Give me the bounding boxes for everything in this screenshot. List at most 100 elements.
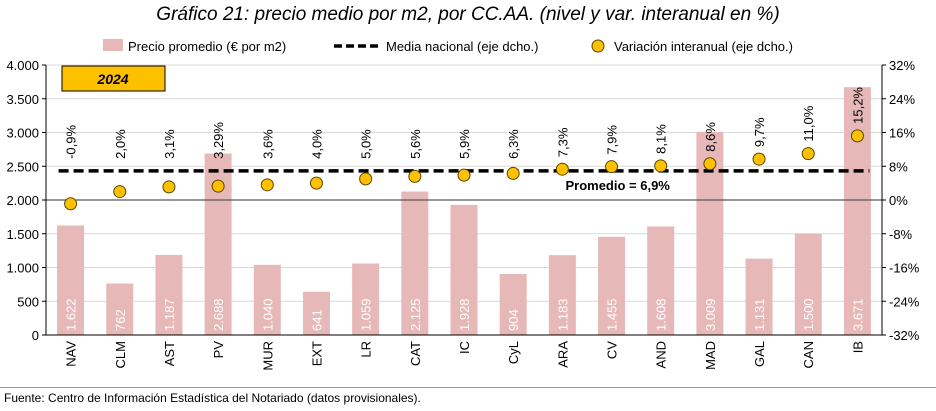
variation-point	[113, 185, 127, 199]
source-note: Fuente: Centro de Información Estadístic…	[4, 391, 421, 405]
year-badge-label: 2024	[96, 71, 128, 87]
variation-point	[162, 180, 176, 194]
variation-label: 3,29%	[211, 122, 226, 159]
category-label: AND	[654, 341, 669, 368]
variation-label: 4,0%	[309, 129, 324, 159]
bar-value-label: 1.608	[654, 298, 669, 331]
y2-tick-label: 24%	[889, 92, 915, 107]
variation-point	[309, 176, 323, 190]
y-tick-label: 3.500	[6, 92, 39, 107]
y-tick-label: 4.000	[6, 58, 39, 73]
category-label: CV	[605, 341, 620, 359]
y-tick-label: 3.000	[6, 126, 39, 141]
y2-tick-label: 0%	[889, 193, 908, 208]
bar-value-label: 1.622	[64, 298, 79, 331]
variation-point	[260, 178, 274, 192]
bar	[352, 263, 380, 335]
variation-label: 9,7%	[752, 117, 767, 147]
category-label: CyL	[506, 341, 521, 364]
bar-value-label: 762	[113, 309, 128, 331]
variation-point	[211, 179, 225, 193]
y-tick-label: 1.000	[6, 261, 39, 276]
mean-annotation: Promedio = 6,9%	[565, 178, 670, 193]
category-label: IB	[850, 341, 865, 353]
category-label: MUR	[260, 341, 275, 371]
bar	[745, 258, 773, 335]
bar-value-label: 1.059	[359, 298, 374, 331]
category-label: EXT	[309, 341, 324, 366]
variation-point	[408, 169, 422, 183]
bar	[794, 233, 822, 335]
y2-tick-label: -32%	[889, 328, 920, 343]
bar-value-label: 1.040	[260, 298, 275, 331]
variation-label: 5,0%	[359, 129, 374, 159]
bar-value-label: 1.500	[801, 298, 816, 331]
bar-value-label: 1.928	[457, 298, 472, 331]
legend-point-label: Variación interanual (eje dcho.)	[614, 39, 793, 54]
category-label: CAT	[408, 341, 423, 366]
variation-point	[359, 172, 373, 186]
y2-tick-label: 32%	[889, 58, 915, 73]
y-tick-label: 0	[32, 328, 39, 343]
bar-value-label: 904	[506, 309, 521, 331]
category-label: ARA	[555, 341, 570, 368]
bar	[499, 273, 527, 335]
y2-tick-label: -24%	[889, 294, 920, 309]
bar	[155, 254, 183, 335]
y2-tick-label: 8%	[889, 159, 908, 174]
variation-point	[64, 197, 78, 211]
footer-divider	[0, 387, 936, 388]
variation-point	[654, 159, 668, 173]
variation-label: 7,3%	[555, 127, 570, 157]
y-tick-label: 1.500	[6, 227, 39, 242]
variation-label: 8,6%	[703, 122, 718, 152]
category-label: AST	[162, 341, 177, 366]
variation-point	[555, 162, 569, 176]
category-label: CLM	[113, 341, 128, 368]
year-badge	[61, 65, 166, 92]
variation-label: 5,9%	[457, 129, 472, 159]
bar-value-label: 1.455	[605, 298, 620, 331]
y-tick-label: 500	[17, 294, 39, 309]
legend-bar-label: Precio promedio (€ por m2)	[128, 39, 286, 54]
variation-label: 15,2%	[850, 87, 865, 124]
bar-value-label: 641	[309, 309, 324, 331]
bar-value-label: 2.688	[211, 298, 226, 331]
category-label: PV	[211, 341, 226, 359]
y2-tick-label: -8%	[889, 227, 913, 242]
bar	[106, 283, 134, 335]
variation-label: 11,0%	[801, 105, 816, 141]
category-label: IC	[457, 341, 472, 354]
variation-label: 2,0%	[113, 129, 128, 159]
legend-point-swatch	[591, 39, 605, 53]
bar-value-label: 3.671	[850, 298, 865, 331]
bar	[647, 226, 675, 335]
category-label: MAD	[703, 341, 718, 370]
variation-label: -0,9%	[64, 124, 79, 158]
bar	[450, 204, 478, 335]
bar-value-label: 1.187	[162, 298, 177, 331]
category-label: LR	[359, 341, 374, 358]
variation-label: 3,1%	[162, 129, 177, 159]
y-tick-label: 2.500	[6, 159, 39, 174]
bar	[253, 264, 281, 335]
variation-label: 5,6%	[408, 129, 423, 159]
variation-point	[457, 168, 471, 182]
bar	[57, 225, 85, 335]
bar	[598, 236, 626, 335]
bar-value-label: 2.125	[408, 298, 423, 331]
variation-label: 7,9%	[605, 125, 620, 155]
variation-label: 3,6%	[260, 129, 275, 159]
legend-bar-swatch	[103, 39, 123, 51]
bar	[843, 87, 871, 336]
variation-point	[752, 152, 766, 166]
category-label: CAN	[801, 341, 816, 368]
bar	[548, 255, 576, 335]
bar	[401, 191, 429, 335]
variation-point	[801, 147, 815, 161]
variation-point	[850, 129, 864, 143]
category-label: GAL	[752, 341, 767, 367]
y-tick-label: 2.000	[6, 193, 39, 208]
bar-value-label: 3.009	[703, 298, 718, 331]
bar-value-label: 1.183	[555, 298, 570, 331]
